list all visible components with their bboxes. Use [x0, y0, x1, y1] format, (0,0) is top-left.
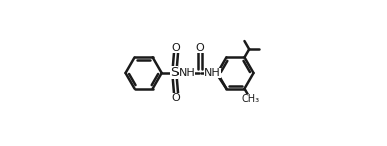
- Text: NH: NH: [204, 68, 221, 78]
- Text: NH: NH: [179, 68, 195, 78]
- Text: O: O: [172, 93, 180, 103]
- Text: O: O: [196, 43, 204, 53]
- Text: CH₃: CH₃: [241, 94, 259, 104]
- Text: O: O: [172, 43, 180, 53]
- Text: S: S: [170, 66, 178, 80]
